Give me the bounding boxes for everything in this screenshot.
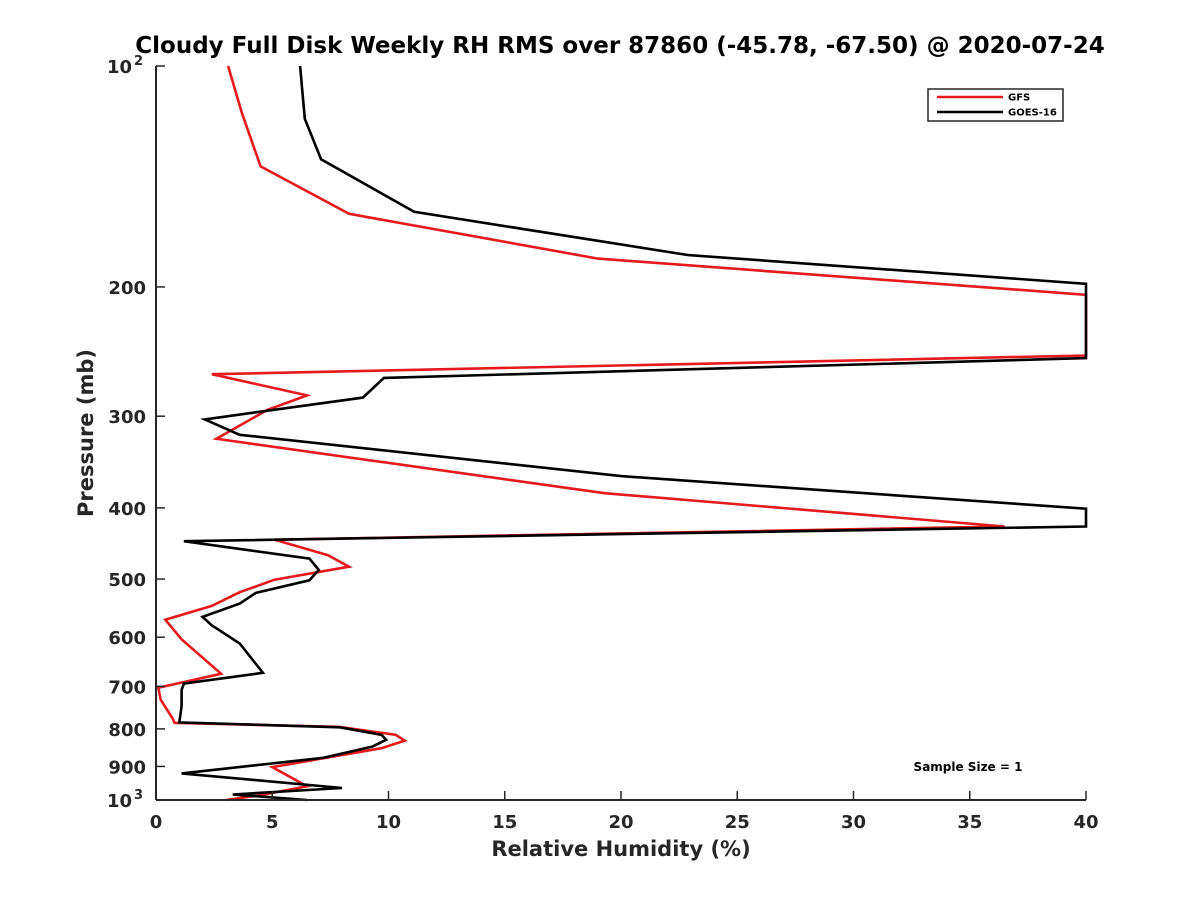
y-tick-label: 200 bbox=[108, 278, 146, 299]
x-tick-label: 40 bbox=[1073, 812, 1098, 833]
y-tick-base: 10 bbox=[107, 57, 132, 78]
y-tick-label: 900 bbox=[108, 757, 146, 778]
y-tick-base: 10 bbox=[107, 791, 132, 812]
y-tick-base: 200 bbox=[108, 278, 146, 299]
legend-label: GFS bbox=[1008, 93, 1030, 104]
legend-label: GOES-16 bbox=[1008, 108, 1057, 119]
y-tick-base: 900 bbox=[108, 757, 146, 778]
series-line-goes-16 bbox=[177, 65, 1088, 802]
y-tick-label: 600 bbox=[108, 628, 146, 649]
y-tick-base: 800 bbox=[108, 720, 146, 741]
x-tick-label: 0 bbox=[150, 812, 163, 833]
x-tick-label: 15 bbox=[492, 812, 517, 833]
y-tick-label: 500 bbox=[108, 570, 146, 591]
series-layer bbox=[156, 65, 1088, 802]
sample-size-annotation: Sample Size = 1 bbox=[914, 760, 1023, 774]
x-tick-label: 35 bbox=[957, 812, 982, 833]
y-tick-base: 300 bbox=[108, 407, 146, 428]
y-tick-base: 500 bbox=[108, 570, 146, 591]
y-tick-label: 800 bbox=[108, 720, 146, 741]
y-tick-base: 600 bbox=[108, 628, 146, 649]
y-tick-exponent: 2 bbox=[134, 54, 143, 69]
plot-area bbox=[156, 66, 1086, 800]
y-tick-label: 700 bbox=[108, 677, 146, 698]
y-tick-label: 10 bbox=[107, 791, 132, 812]
legend: GFS GOES-16 bbox=[927, 88, 1064, 122]
y-tick-label: 400 bbox=[108, 499, 146, 520]
x-axis-label: Relative Humidity (%) bbox=[491, 837, 750, 861]
x-ticks: 0 5 10 15 20 25 30 35 40 bbox=[150, 791, 1099, 833]
y-axis-label: Pressure (mb) bbox=[74, 349, 98, 517]
x-tick-label: 10 bbox=[376, 812, 401, 833]
y-tick-base: 400 bbox=[108, 499, 146, 520]
y-tick-exponent: 3 bbox=[134, 788, 143, 803]
x-tick-label: 5 bbox=[266, 812, 279, 833]
x-tick-label: 25 bbox=[725, 812, 750, 833]
y-tick-label: 300 bbox=[108, 407, 146, 428]
chart-title: Cloudy Full Disk Weekly RH RMS over 8786… bbox=[135, 33, 1104, 59]
x-tick-label: 20 bbox=[608, 812, 633, 833]
x-tick-label: 30 bbox=[841, 812, 866, 833]
legend-box bbox=[927, 88, 1064, 122]
y-tick-base: 700 bbox=[108, 677, 146, 698]
y-tick-label: 10 bbox=[107, 57, 132, 78]
